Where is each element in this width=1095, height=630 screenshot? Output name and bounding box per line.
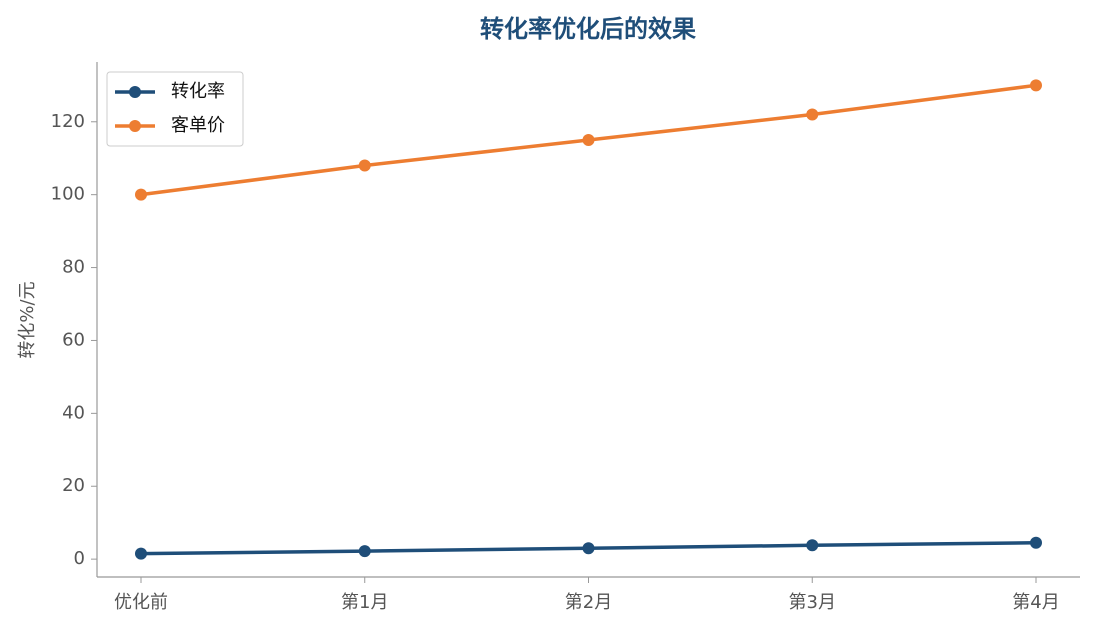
y-tick-label: 60: [62, 329, 85, 350]
marker: [135, 547, 147, 560]
y-tick-label: 80: [62, 257, 85, 278]
legend-marker: [129, 86, 141, 98]
y-tick-label: 100: [51, 184, 85, 205]
marker: [358, 159, 371, 172]
y-tick-label: 0: [74, 548, 85, 569]
x-tick-label: 第2月: [565, 592, 612, 613]
marker: [582, 542, 595, 555]
marker: [806, 539, 819, 552]
y-axis-label: 转化%/元: [17, 281, 38, 358]
x-tick-label: 第1月: [341, 592, 388, 613]
marker: [358, 545, 371, 558]
x-tick-label: 第4月: [1012, 592, 1059, 613]
marker: [135, 188, 147, 201]
marker: [1030, 536, 1042, 549]
legend-marker: [129, 120, 141, 132]
y-tick-label: 120: [51, 111, 85, 132]
legend-text: 客单价: [171, 115, 225, 136]
y-tick-label: 20: [62, 475, 85, 496]
legend-text: 转化率: [171, 81, 225, 102]
x-tick-label: 第3月: [789, 592, 836, 613]
marker: [1030, 79, 1042, 92]
x-tick-label: 优化前: [114, 592, 168, 613]
y-tick-label: 40: [62, 402, 85, 423]
marker: [806, 108, 819, 121]
chart-title: 转化率优化后的效果: [480, 15, 696, 43]
marker: [582, 133, 595, 146]
